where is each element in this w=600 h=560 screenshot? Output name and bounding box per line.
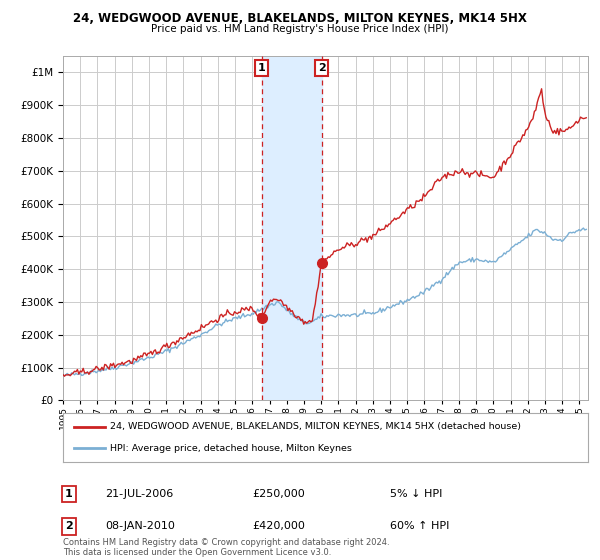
Text: 24, WEDGWOOD AVENUE, BLAKELANDS, MILTON KEYNES, MK14 5HX (detached house): 24, WEDGWOOD AVENUE, BLAKELANDS, MILTON … <box>110 422 521 431</box>
Text: Contains HM Land Registry data © Crown copyright and database right 2024.
This d: Contains HM Land Registry data © Crown c… <box>63 538 389 557</box>
Bar <box>262 56 322 400</box>
Text: HPI: Average price, detached house, Milton Keynes: HPI: Average price, detached house, Milt… <box>110 444 352 452</box>
Text: 1: 1 <box>65 489 73 499</box>
Text: £420,000: £420,000 <box>252 521 305 531</box>
Text: 2: 2 <box>65 521 73 531</box>
Text: £250,000: £250,000 <box>252 489 305 499</box>
Text: 1: 1 <box>258 63 266 73</box>
Text: 24, WEDGWOOD AVENUE, BLAKELANDS, MILTON KEYNES, MK14 5HX: 24, WEDGWOOD AVENUE, BLAKELANDS, MILTON … <box>73 12 527 25</box>
Text: 5% ↓ HPI: 5% ↓ HPI <box>390 489 442 499</box>
Text: Price paid vs. HM Land Registry's House Price Index (HPI): Price paid vs. HM Land Registry's House … <box>151 24 449 34</box>
Text: 08-JAN-2010: 08-JAN-2010 <box>105 521 175 531</box>
Text: 21-JUL-2006: 21-JUL-2006 <box>105 489 173 499</box>
Text: 2: 2 <box>318 63 326 73</box>
Text: 60% ↑ HPI: 60% ↑ HPI <box>390 521 449 531</box>
